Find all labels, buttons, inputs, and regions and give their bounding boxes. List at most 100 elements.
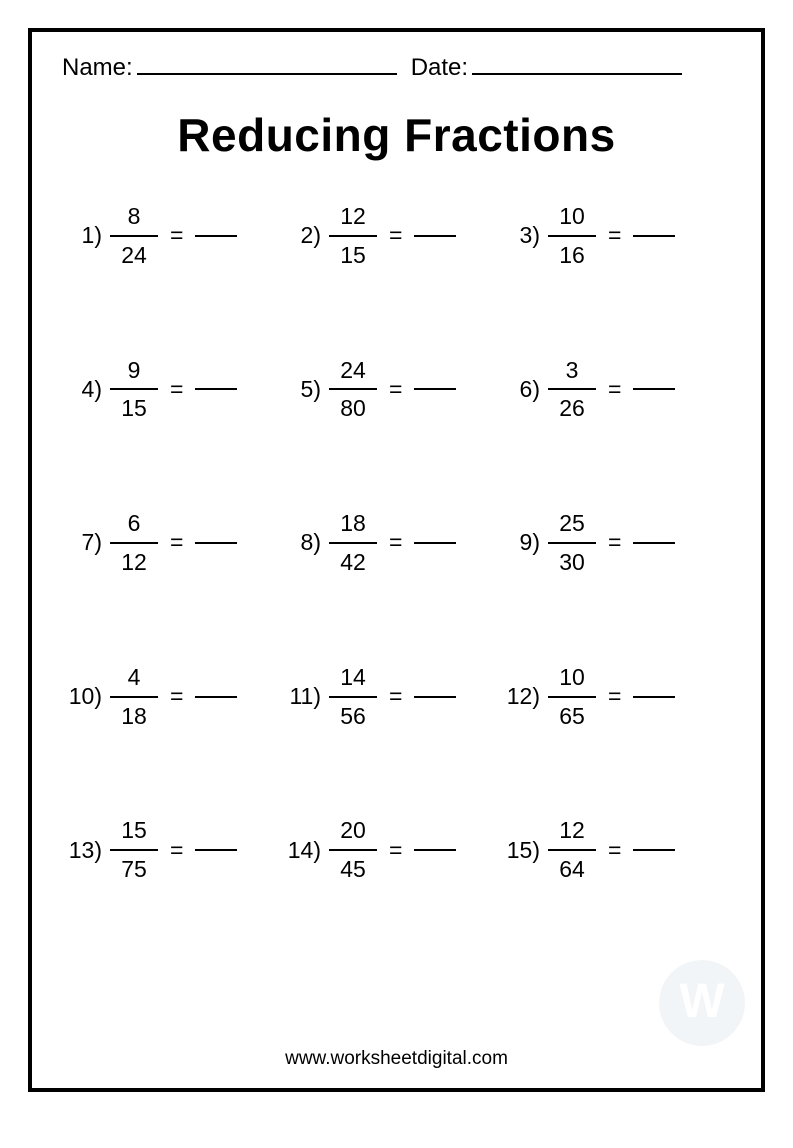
problem-number: 12) <box>506 683 540 710</box>
denominator: 45 <box>333 851 373 888</box>
answer-blank[interactable] <box>633 388 675 390</box>
problem-13: 13) 1575 = <box>68 812 287 888</box>
watermark-letter: W <box>679 974 724 1029</box>
header-line: Name: Date: <box>62 54 731 82</box>
problem-3: 3) 1016 = <box>506 198 725 274</box>
worksheet-title: Reducing Fractions <box>62 108 731 162</box>
numerator: 12 <box>552 812 592 849</box>
numerator: 18 <box>333 505 373 542</box>
problem-5: 5) 2480 = <box>287 352 506 428</box>
answer-blank[interactable] <box>195 696 237 698</box>
numerator: 12 <box>333 198 373 235</box>
problem-number: 13) <box>68 837 102 864</box>
equals-sign: = <box>166 837 187 864</box>
numerator: 20 <box>333 812 373 849</box>
numerator: 3 <box>552 352 592 389</box>
fraction: 1264 <box>548 812 596 888</box>
problem-7: 7) 612 = <box>68 505 287 581</box>
equals-sign: = <box>604 222 625 249</box>
problem-number: 15) <box>506 837 540 864</box>
fraction: 2530 <box>548 505 596 581</box>
equals-sign: = <box>166 683 187 710</box>
footer-url: www.worksheetdigital.com <box>32 1048 761 1070</box>
equals-sign: = <box>385 222 406 249</box>
answer-blank[interactable] <box>195 235 237 237</box>
equals-sign: = <box>604 683 625 710</box>
name-label: Name: <box>62 54 133 82</box>
numerator: 9 <box>114 352 154 389</box>
problem-4: 4) 915 = <box>68 352 287 428</box>
fraction: 2480 <box>329 352 377 428</box>
denominator: 64 <box>552 851 592 888</box>
denominator: 18 <box>114 698 154 735</box>
answer-blank[interactable] <box>633 235 675 237</box>
problem-number: 4) <box>68 376 102 403</box>
answer-blank[interactable] <box>195 849 237 851</box>
name-blank[interactable] <box>137 55 397 75</box>
numerator: 4 <box>114 659 154 696</box>
problem-1: 1) 824 = <box>68 198 287 274</box>
fraction: 1215 <box>329 198 377 274</box>
fraction: 418 <box>110 659 158 735</box>
equals-sign: = <box>385 683 406 710</box>
answer-blank[interactable] <box>414 696 456 698</box>
problem-2: 2) 1215 = <box>287 198 506 274</box>
numerator: 6 <box>114 505 154 542</box>
answer-blank[interactable] <box>414 388 456 390</box>
denominator: 75 <box>114 851 154 888</box>
problem-8: 8) 1842 = <box>287 505 506 581</box>
fraction: 1065 <box>548 659 596 735</box>
fraction: 1842 <box>329 505 377 581</box>
equals-sign: = <box>385 376 406 403</box>
denominator: 15 <box>333 237 373 274</box>
problem-number: 7) <box>68 529 102 556</box>
problem-number: 2) <box>287 222 321 249</box>
answer-blank[interactable] <box>195 542 237 544</box>
problem-number: 10) <box>68 683 102 710</box>
equals-sign: = <box>604 376 625 403</box>
numerator: 25 <box>552 505 592 542</box>
denominator: 12 <box>114 544 154 581</box>
fraction: 915 <box>110 352 158 428</box>
date-blank[interactable] <box>472 55 682 75</box>
problem-number: 3) <box>506 222 540 249</box>
problem-10: 10) 418 = <box>68 659 287 735</box>
numerator: 14 <box>333 659 373 696</box>
problem-number: 1) <box>68 222 102 249</box>
fraction: 2045 <box>329 812 377 888</box>
equals-sign: = <box>166 222 187 249</box>
equals-sign: = <box>604 837 625 864</box>
problem-14: 14)2045= <box>287 812 506 888</box>
answer-blank[interactable] <box>633 849 675 851</box>
equals-sign: = <box>166 376 187 403</box>
denominator: 65 <box>552 698 592 735</box>
answer-blank[interactable] <box>414 849 456 851</box>
problem-number: 5) <box>287 376 321 403</box>
numerator: 8 <box>114 198 154 235</box>
denominator: 26 <box>552 390 592 427</box>
problem-number: 6) <box>506 376 540 403</box>
denominator: 56 <box>333 698 373 735</box>
answer-blank[interactable] <box>195 388 237 390</box>
denominator: 15 <box>114 390 154 427</box>
numerator: 15 <box>114 812 154 849</box>
fraction: 1456 <box>329 659 377 735</box>
fraction: 612 <box>110 505 158 581</box>
equals-sign: = <box>604 529 625 556</box>
answer-blank[interactable] <box>414 235 456 237</box>
numerator: 10 <box>552 198 592 235</box>
equals-sign: = <box>385 529 406 556</box>
problem-6: 6) 326 = <box>506 352 725 428</box>
numerator: 10 <box>552 659 592 696</box>
equals-sign: = <box>166 529 187 556</box>
fraction: 1016 <box>548 198 596 274</box>
answer-blank[interactable] <box>633 696 675 698</box>
denominator: 30 <box>552 544 592 581</box>
fraction: 824 <box>110 198 158 274</box>
answer-blank[interactable] <box>414 542 456 544</box>
watermark-logo: W <box>659 960 745 1046</box>
denominator: 16 <box>552 237 592 274</box>
problems-grid: 1)824=2)1215=3)1016=4)915=5)2480=6)326=7… <box>62 198 731 888</box>
problem-number: 8) <box>287 529 321 556</box>
answer-blank[interactable] <box>633 542 675 544</box>
